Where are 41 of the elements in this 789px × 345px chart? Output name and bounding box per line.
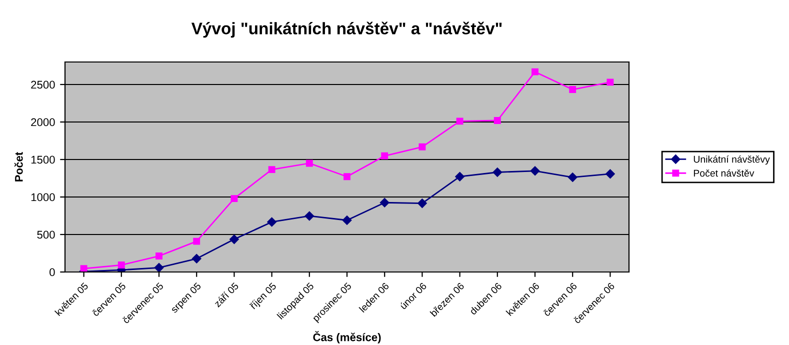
y-tick-label: 1500	[31, 156, 55, 164]
y-tick-label: 1000	[31, 193, 55, 202]
y-axis-title: Počet	[14, 152, 23, 182]
point	[456, 118, 464, 125]
point	[455, 172, 464, 182]
point	[267, 217, 276, 227]
point	[569, 86, 576, 93]
point	[230, 195, 238, 202]
point	[492, 168, 502, 177]
point	[230, 234, 239, 244]
y-tick-label: 2000	[31, 118, 55, 126]
point	[306, 160, 313, 167]
point	[494, 117, 501, 124]
point	[606, 78, 614, 86]
point	[268, 166, 276, 174]
x-tick-label: září 05	[213, 282, 239, 308]
legend-label: Počet návštěv	[694, 169, 754, 177]
point	[380, 198, 390, 208]
x-tick-label: říjen 05	[249, 282, 278, 311]
point	[118, 262, 125, 268]
point	[606, 169, 615, 179]
point	[418, 198, 427, 208]
point	[156, 252, 162, 260]
legend-label: Unikátní návštěvy	[694, 155, 770, 165]
point	[192, 254, 202, 264]
point	[532, 68, 538, 76]
y-tick-label: 2500	[31, 80, 55, 89]
point	[568, 172, 578, 182]
point	[344, 173, 350, 180]
x-axis-title: Čas (měsíce)	[313, 331, 381, 344]
point	[381, 152, 388, 160]
y-tick-label: 500	[37, 230, 55, 239]
point	[193, 238, 200, 245]
x-tick-label: únor 06	[399, 282, 427, 310]
y-tick-label: 0	[50, 268, 55, 276]
point	[342, 216, 352, 225]
point	[304, 211, 314, 221]
chart-title: Vývoj "unikátních návštěv" a "návštěv"	[191, 22, 502, 38]
point	[418, 143, 426, 150]
point	[154, 263, 164, 272]
point	[530, 166, 540, 176]
